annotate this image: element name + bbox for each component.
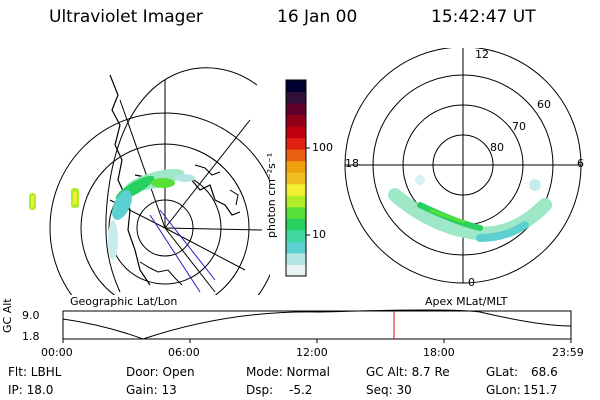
colorbar-tick-10: 10: [312, 228, 326, 241]
dsp-value: -5.2: [289, 383, 313, 397]
timeline-x-tick-1: 06:00: [168, 346, 200, 359]
timeline-x-tick-0: 00:00: [41, 346, 73, 359]
colorbar-segment: [286, 241, 306, 254]
glat-value: 68.6: [531, 365, 558, 379]
colorbar-segment: [286, 195, 306, 208]
glon-label: GLon:: [486, 383, 521, 397]
gc-alt-info: GC Alt: 8.7 Re: [366, 365, 450, 379]
altitude-timeline: [62, 309, 572, 343]
gain-info: Gain: 13: [126, 383, 177, 397]
earth-limb: [105, 67, 258, 293]
colorbar-segment: [286, 114, 306, 127]
colorbar-segment: [286, 149, 306, 162]
mlt-label-12: 12: [475, 48, 489, 61]
magnetic-polar-plot: [344, 48, 582, 284]
colorbar-tick-100: 100: [312, 141, 333, 154]
colorbar-segment: [286, 172, 306, 185]
colorbar-segment: [286, 91, 306, 104]
dsp-label: Dsp:: [246, 383, 274, 397]
glat-label: GLat:: [486, 365, 519, 379]
date-label: 16 Jan 00: [277, 7, 358, 27]
geo-panel-label: Geographic Lat/Lon: [70, 295, 178, 308]
colorbar-segment: [286, 229, 306, 242]
timeline-y-tick-max: 9.0: [22, 309, 40, 322]
mlt-label-18: 18: [345, 157, 359, 170]
colorbar-segment: [286, 183, 306, 196]
colorbar-segment: [286, 252, 306, 265]
door-info: Door: Open: [126, 365, 195, 379]
instrument-title: Ultraviolet Imager: [49, 7, 203, 27]
aurora-oval-geo: [108, 169, 195, 260]
time-label: 15:42:47 UT: [431, 7, 536, 27]
colorbar-segment: [286, 137, 306, 150]
mode-info: Mode: Normal: [246, 365, 330, 379]
colorbar-segment: [286, 80, 306, 93]
timeline-y-tick-min: 1.8: [22, 330, 40, 343]
colorbar-segment: [286, 103, 306, 116]
colorbar-segment: [286, 218, 306, 231]
timeline-y-label: GC Alt: [1, 298, 14, 333]
timeline-x-tick-3: 18:00: [423, 346, 455, 359]
seq-info: Seq: 30: [366, 383, 412, 397]
aurora-oval-mag: [388, 175, 552, 242]
mlat-label-60: 60: [537, 98, 551, 111]
filter-info: Flt: LBHL: [8, 365, 62, 379]
mlat-label-80: 80: [490, 141, 504, 154]
mlat-label-70: 70: [512, 120, 526, 133]
glon-value: 151.7: [523, 383, 558, 397]
colorbar-segment: [286, 126, 306, 139]
colorbar-unit-label: photon cm⁻²s⁻¹: [265, 152, 278, 238]
ip-info: IP: 18.0: [8, 383, 54, 397]
mlt-label-6: 6: [577, 157, 584, 170]
mlt-label-0: 0: [468, 276, 475, 289]
geographic-map: [29, 67, 270, 295]
colorbar-segment: [286, 206, 306, 219]
mag-panel-label: Apex MLat/MLT: [425, 295, 508, 308]
timeline-x-tick-4: 23:59: [552, 346, 584, 359]
dayglow-spots: [29, 188, 79, 210]
timeline-x-tick-2: 12:00: [296, 346, 328, 359]
colorbar-segment: [286, 264, 306, 277]
colorbar-segment: [286, 160, 306, 173]
colorbar: [285, 79, 310, 277]
